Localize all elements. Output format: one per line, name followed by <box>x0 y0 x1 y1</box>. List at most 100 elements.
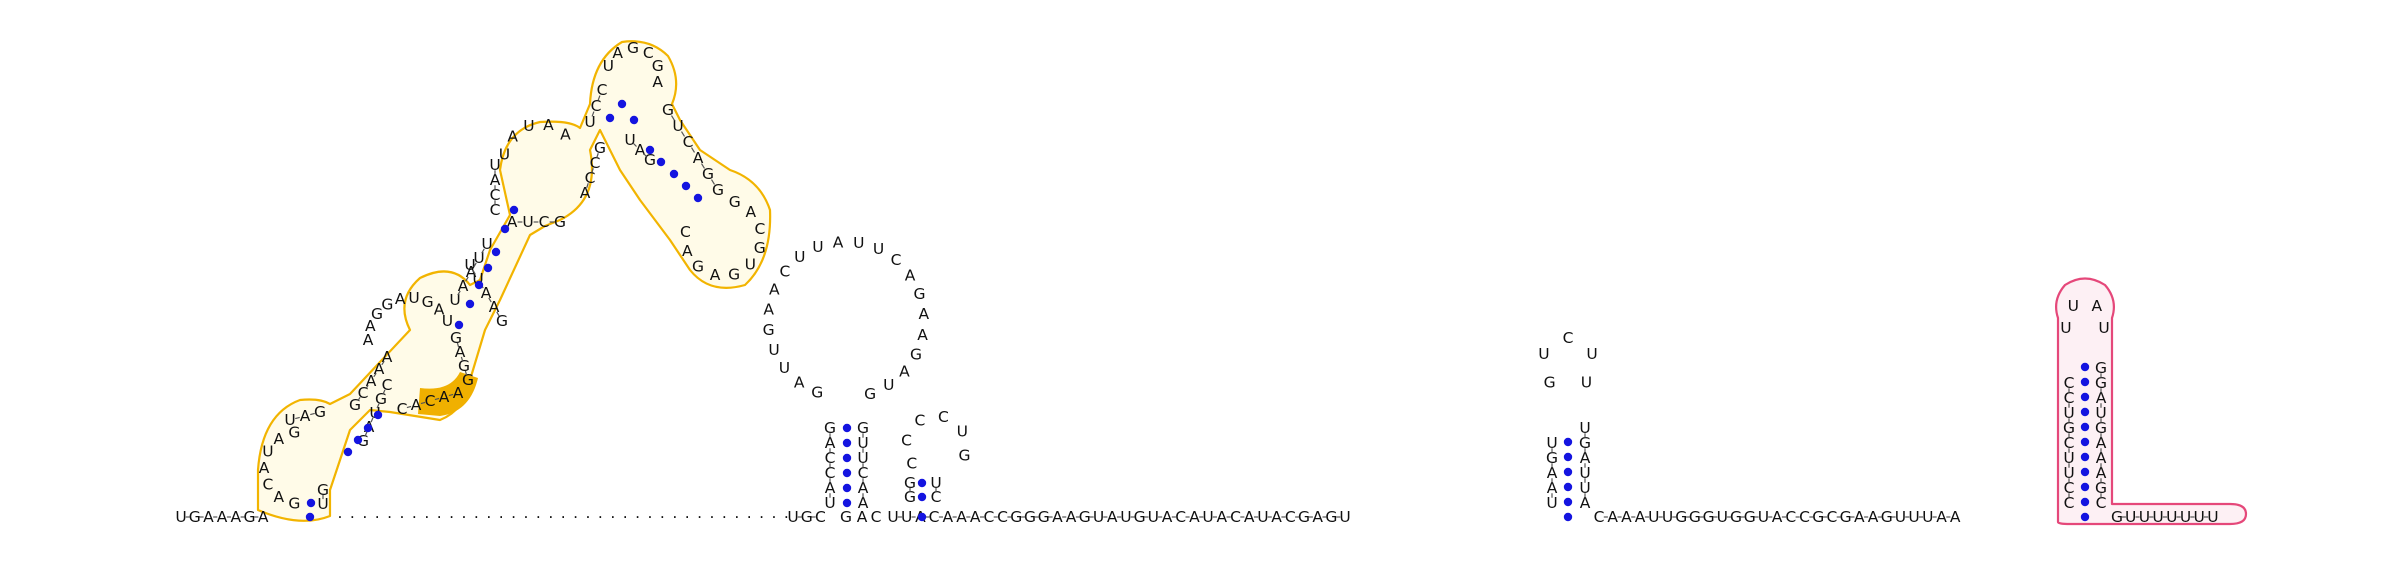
linker-nucleotide: G <box>1675 508 1687 526</box>
unresolved-gap-dot: . <box>648 504 653 522</box>
base-pair-dot <box>693 193 703 203</box>
linker-nucleotide: U <box>1922 508 1933 526</box>
domain1-nucleotide: C <box>358 384 369 402</box>
unresolved-gap-dot: . <box>338 504 343 522</box>
hairpin3-loop-nucleotide: G <box>959 446 971 464</box>
base-pair-dot <box>842 468 852 478</box>
base-pair-dot <box>2080 392 2090 402</box>
domain1-nucleotide: G <box>450 329 462 347</box>
domain1-nucleotide: G <box>692 258 704 276</box>
linker-nucleotide: A <box>1189 508 1200 526</box>
backbone-segment <box>448 393 454 397</box>
hairpin2-loop-nucleotide: A <box>905 266 916 284</box>
linker-nucleotide: A <box>1854 508 1865 526</box>
linker-nucleotide: G <box>1703 508 1715 526</box>
unresolved-gap-dot: . <box>610 504 615 522</box>
linker-nucleotide: C <box>1175 508 1186 526</box>
tail-nucleotide: U <box>2152 508 2163 526</box>
hairpin2-loop-nucleotide: A <box>918 305 929 323</box>
linker-nucleotide: G <box>1881 508 1893 526</box>
domain1-nucleotide: U <box>624 131 635 149</box>
terminator-stem-nucleotide: C <box>2096 494 2107 512</box>
linker-nucleotide: C <box>983 508 994 526</box>
hairpin2-loop-nucleotide: G <box>811 384 823 402</box>
base-pair-dot <box>306 498 316 508</box>
linker-nucleotide: U <box>1758 508 1769 526</box>
hairpin4-stem-nucleotide: A <box>1547 464 1558 482</box>
unresolved-gap-dot: . <box>536 504 541 522</box>
hairpin2-stem-nucleotide: C <box>858 464 869 482</box>
unresolved-gap-dot: . <box>511 504 516 522</box>
unresolved-gap-dot: . <box>412 504 417 522</box>
domain1-nucleotide: A <box>395 290 406 308</box>
domain1-nucleotide: A <box>363 331 374 349</box>
domain1-nucleotide: U <box>449 291 460 309</box>
backbone-segment <box>596 153 599 158</box>
domain1-nucleotide: U <box>284 411 295 429</box>
terminator-stem-nucleotide: C <box>2064 494 2075 512</box>
hairpin2-stem-nucleotide: U <box>824 494 835 512</box>
terminator-stem-nucleotide: G <box>2063 419 2075 437</box>
leader-nucleotide: U <box>175 508 186 526</box>
orange-solid-segment <box>418 372 478 416</box>
hairpin2-loop-nucleotide: U <box>812 238 823 256</box>
domain1-nucleotide: C <box>263 475 274 493</box>
linker-nucleotide: U <box>1257 508 1268 526</box>
domain1-nucleotide: U <box>464 256 475 274</box>
unresolved-gap-dot: . <box>474 504 479 522</box>
domain1-nucleotide: G <box>594 139 606 157</box>
domain1-nucleotide: A <box>745 203 756 221</box>
linker-nucleotide: G <box>801 508 813 526</box>
base-pair-dot <box>373 410 383 420</box>
domain1-nucleotide: G <box>554 213 566 231</box>
domain1-nucleotide: A <box>543 116 554 134</box>
backbone-segment <box>586 183 589 188</box>
linker-nucleotide: U <box>1202 508 1213 526</box>
domain1-hairpin-loop: U <box>603 57 614 75</box>
domain1-nucleotide: G <box>702 165 714 183</box>
domain1-nucleotide: U <box>584 113 595 131</box>
hairpin3-nucleotide: C <box>871 508 882 526</box>
linker-nucleotide: G <box>1689 508 1701 526</box>
hairpin2-loop-nucleotide: G <box>913 285 925 303</box>
terminator-stem-nucleotide: C <box>2064 389 2075 407</box>
hairpin2-loop-nucleotide: A <box>763 300 774 318</box>
base-pair-dot <box>842 423 852 433</box>
domain1-nucleotide: C <box>425 392 436 410</box>
domain1-nucleotide: C <box>397 400 408 418</box>
base-pair-dot <box>917 512 927 522</box>
linker-nucleotide: U <box>787 508 798 526</box>
terminator-stem-nucleotide: U <box>2063 464 2074 482</box>
base-pair-dot <box>465 299 475 309</box>
base-pair-dot <box>305 512 315 522</box>
domain1-nucleotide: A <box>481 284 492 302</box>
backbone-segment <box>434 397 440 401</box>
domain1-nucleotide: G <box>754 239 766 257</box>
terminator-stem-nucleotide: U <box>2063 449 2074 467</box>
backbone-segment <box>373 372 377 378</box>
domain1-nucleotide: A <box>259 459 270 477</box>
backbone-segment <box>690 147 696 153</box>
hairpin2-stem-nucleotide: A <box>825 479 836 497</box>
hairpin2-loop-nucleotide: U <box>883 376 894 394</box>
terminator-loop-nucleotide: U <box>2068 297 2079 315</box>
domain1-nucleotide: A <box>507 128 518 146</box>
unresolved-gap-dot: . <box>635 504 640 522</box>
terminator-stem-nucleotide: C <box>2064 374 2075 392</box>
hairpin3-nucleotide: U <box>930 474 941 492</box>
unresolved-gap-dot: . <box>486 504 491 522</box>
terminator-loop-nucleotide: A <box>2091 297 2102 315</box>
tail-nucleotide: U <box>2180 508 2191 526</box>
unresolved-gap-dot: . <box>449 504 454 522</box>
orange-highlight-domain <box>256 40 772 522</box>
unresolved-gap-dot: . <box>387 504 392 522</box>
domain1-nucleotide: C <box>539 213 550 231</box>
base-pair-dot <box>2080 512 2090 522</box>
hairpin4-stem-nucleotide: U <box>1579 479 1590 497</box>
unresolved-gap-dot: . <box>734 504 739 522</box>
domain1-nucleotide: C <box>490 201 501 219</box>
unresolved-gap-dot: . <box>561 504 566 522</box>
hairpin2-stem-nucleotide: A <box>825 434 836 452</box>
backbone-segment <box>488 297 492 303</box>
